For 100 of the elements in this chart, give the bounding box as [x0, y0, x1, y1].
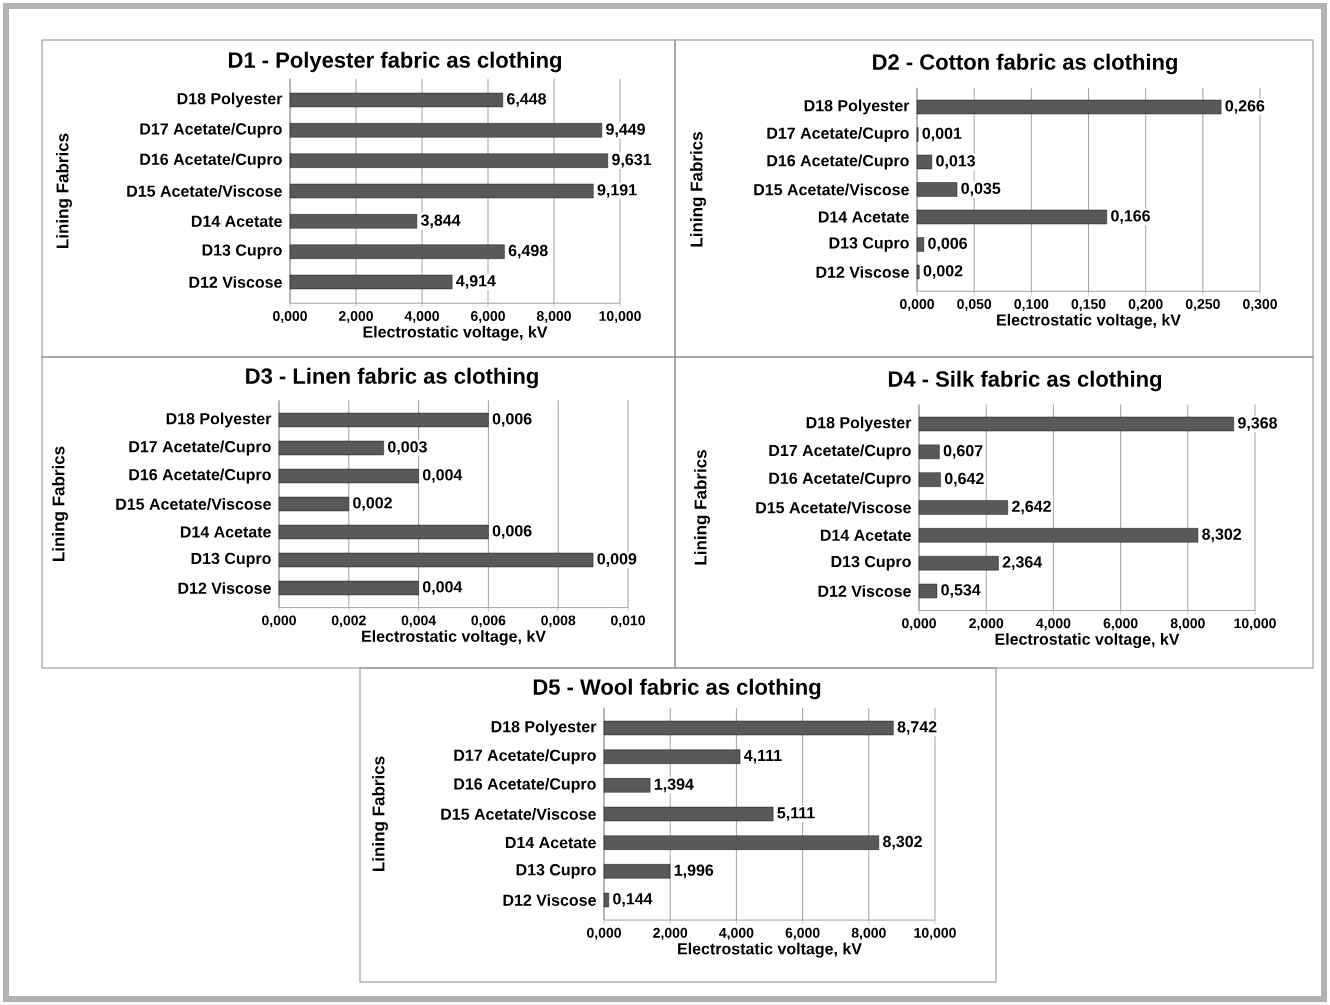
y-tick-label: D15 Acetate/Viscose [127, 185, 282, 197]
bar [918, 528, 1199, 543]
data-label: 1,996 [674, 864, 714, 879]
x-tick-label: 6,000 [785, 927, 820, 940]
x-tick-label: 0,000 [273, 311, 307, 323]
data-label: 0,009 [597, 553, 637, 567]
y-axis-title: Lining Fabrics [372, 756, 388, 871]
bar [916, 209, 1107, 225]
x-tick-label: 8,000 [851, 927, 886, 940]
x-tick-label: 0,000 [587, 927, 621, 940]
bar [278, 524, 489, 540]
data-label: 0,004 [422, 469, 463, 483]
y-tick-label: D13 Cupro [202, 244, 282, 259]
data-label: 0,035 [961, 182, 1001, 197]
y-tick-label: D14 Acetate [820, 529, 911, 541]
y-tick-label: D12 Viscose [503, 894, 596, 906]
data-label: 9,368 [1238, 417, 1278, 431]
bar [603, 864, 671, 879]
y-axis-title: Lining Fabrics [694, 450, 710, 565]
data-label: 6,448 [507, 93, 547, 107]
y-tick-label: D17 Acetate/Cupro [140, 122, 282, 138]
bar [918, 500, 1008, 515]
data-label: 0,006 [492, 525, 532, 539]
x-tick-label: 10,000 [914, 927, 956, 940]
data-label: 0,003 [388, 441, 427, 455]
bar [916, 237, 925, 252]
x-tick-label: 0,300 [1243, 299, 1277, 311]
y-tick-label: D17 Acetate/Cupro [129, 440, 271, 456]
y-tick-label: D18 Polyester [491, 720, 597, 736]
data-label: 0,607 [943, 445, 983, 459]
data-label: 5,111 [777, 807, 815, 821]
data-label: 0,266 [1225, 100, 1265, 114]
y-tick-label: D13 Cupro [191, 552, 271, 568]
x-tick-label: 0,004 [401, 615, 437, 628]
y-axis-title: Lining Fabrics [52, 446, 68, 561]
bar [278, 440, 384, 456]
bar [603, 806, 774, 822]
y-tick-label: D13 Cupro [831, 555, 911, 571]
y-tick-label: D15 Acetate/Viscose [116, 498, 271, 510]
x-tick-label: 4,000 [1036, 618, 1071, 631]
data-label: 6,498 [508, 244, 548, 259]
y-tick-label: D15 Acetate/Viscose [441, 808, 596, 820]
x-tick-label: 0,000 [902, 618, 936, 631]
x-tick-label: 0,150 [1071, 299, 1106, 311]
x-tick-label: 0,008 [541, 615, 576, 628]
x-axis-title: Electrostatic voltage, kV [995, 633, 1180, 649]
data-label: 4,914 [456, 275, 496, 289]
bar [603, 749, 741, 764]
data-label: 8,742 [897, 721, 937, 735]
y-tick-label: D16 Acetate/Cupro [140, 153, 282, 169]
y-tick-label: D15 Acetate/Viscose [756, 501, 911, 514]
data-label: 0,013 [936, 155, 976, 169]
y-tick-label: D17 Acetate/Cupro [769, 444, 911, 460]
bar [918, 583, 938, 599]
y-tick-label: D12 Viscose [189, 276, 282, 288]
bar [278, 496, 350, 512]
bar [289, 274, 453, 290]
bar [916, 182, 958, 197]
data-label: 0,534 [941, 584, 981, 598]
bar [603, 892, 609, 908]
x-axis-title: Electrostatic voltage, kV [997, 313, 1181, 329]
y-tick-label: D12 Viscose [816, 266, 909, 278]
data-label: 4,111 [744, 749, 782, 764]
y-tick-label: D14 Acetate [505, 837, 596, 849]
x-tick-label: 0,050 [957, 299, 992, 311]
bar [278, 552, 594, 568]
data-label: 0,004 [422, 581, 463, 595]
chart-title: D1 - Polyester fabric as clothing [228, 51, 562, 73]
x-tick-label: 0,250 [1185, 299, 1220, 311]
bar [289, 92, 503, 108]
bar [918, 444, 940, 460]
x-tick-label: 10,000 [1234, 618, 1276, 631]
x-axis-title: Electrostatic voltage, kV [678, 942, 862, 958]
y-tick-label: D17 Acetate/Cupro [767, 127, 909, 142]
chart-title: D4 - Silk fabric as clothing [888, 370, 1162, 392]
y-tick-label: D18 Polyester [806, 416, 912, 432]
x-tick-label: 0,000 [262, 615, 296, 628]
bar [603, 835, 880, 850]
y-tick-label: D15 Acetate/Viscose [754, 183, 909, 196]
data-label: 9,631 [612, 153, 652, 168]
x-tick-label: 8,000 [536, 311, 571, 323]
data-label: 2,364 [1002, 556, 1043, 570]
y-tick-label: D18 Polyester [177, 92, 283, 108]
x-tick-label: 10,000 [599, 311, 641, 323]
bar [916, 154, 933, 170]
data-label: 9,449 [606, 123, 645, 138]
x-tick-label: 4,000 [719, 927, 754, 940]
data-label: 3,844 [420, 214, 461, 229]
y-tick-label: D13 Cupro [829, 237, 909, 252]
x-tick-label: 6,000 [471, 311, 505, 323]
x-axis-title: Electrostatic voltage, kV [363, 325, 548, 341]
x-tick-label: 0,010 [611, 615, 645, 628]
x-axis-title: Electrostatic voltage, kV [362, 630, 546, 646]
bar [603, 778, 651, 793]
y-tick-label: D14 Acetate [180, 526, 271, 538]
data-label: 0,642 [944, 472, 984, 487]
chart-title: D5 - Wool fabric as clothing [533, 678, 821, 700]
bar [289, 244, 505, 259]
y-tick-label: D14 Acetate [818, 211, 909, 223]
chart-title: D2 - Cotton fabric as clothing [873, 53, 1177, 75]
